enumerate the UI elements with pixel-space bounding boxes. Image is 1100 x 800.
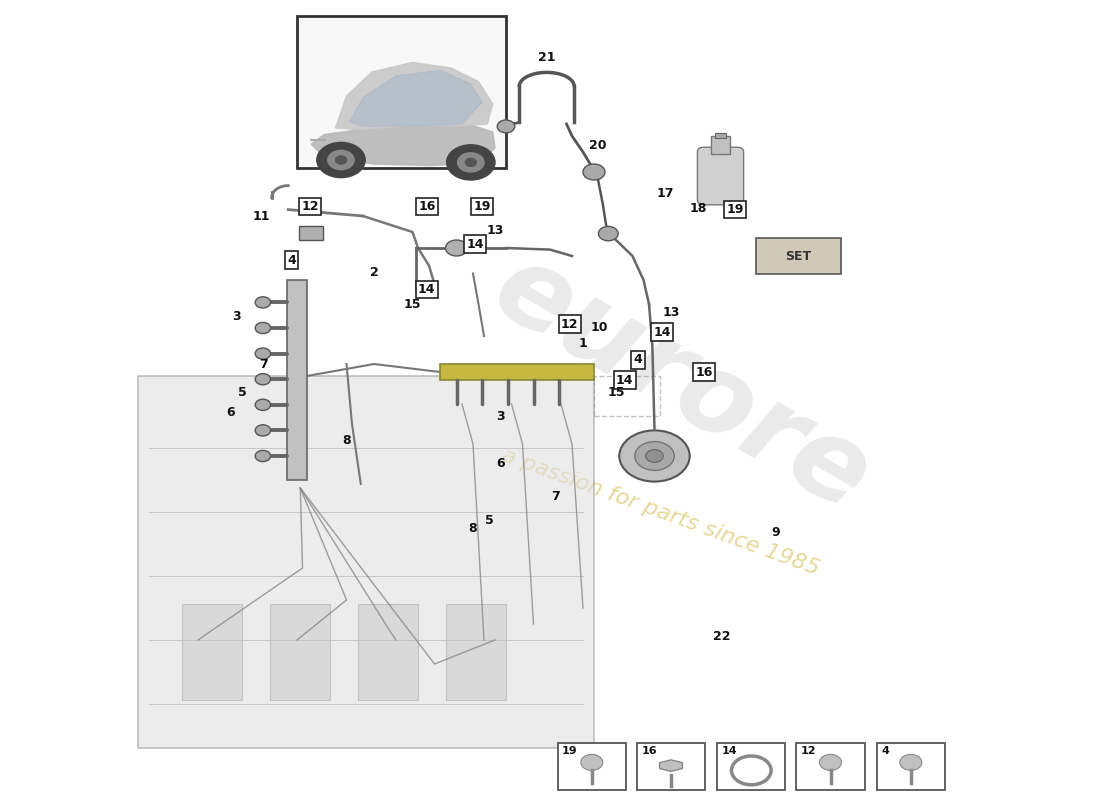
Text: 13: 13 [486,224,504,237]
Text: 11: 11 [253,210,271,222]
Text: 5: 5 [238,386,246,398]
Circle shape [255,322,271,334]
FancyBboxPatch shape [711,136,730,154]
Text: 16: 16 [695,366,713,378]
Text: 8: 8 [342,434,351,446]
Text: 7: 7 [260,358,268,370]
Bar [446,604,506,700]
Circle shape [255,425,271,436]
Text: 4: 4 [287,254,296,266]
Text: 15: 15 [607,386,625,398]
Text: 19: 19 [473,200,491,213]
Bar [299,226,323,240]
Circle shape [497,120,515,133]
Polygon shape [336,62,493,130]
Text: 3: 3 [232,310,241,322]
Text: 14: 14 [616,374,634,386]
Circle shape [255,348,271,359]
Text: 6: 6 [227,406,235,418]
Text: 5: 5 [485,514,494,526]
Text: 8: 8 [469,522,477,534]
Text: 13: 13 [662,306,680,318]
Text: 12: 12 [561,318,579,330]
Polygon shape [311,126,495,166]
Bar [270,604,330,700]
Text: 14: 14 [466,238,484,250]
Circle shape [255,399,271,410]
Bar [182,604,242,700]
Text: 10: 10 [591,322,608,334]
Circle shape [255,374,271,385]
Bar [796,743,865,790]
Circle shape [336,156,346,164]
Text: 3: 3 [496,410,505,422]
Text: 1: 1 [579,338,587,350]
Text: 14: 14 [418,283,436,296]
Circle shape [619,430,690,482]
Text: 17: 17 [657,187,674,200]
Bar [358,604,418,700]
FancyBboxPatch shape [697,147,744,205]
Circle shape [635,442,674,470]
Text: 7: 7 [551,490,560,502]
Circle shape [581,754,603,770]
Text: 16: 16 [641,746,657,757]
Bar [715,133,726,138]
Bar [297,16,506,168]
Text: 2: 2 [370,266,378,278]
Circle shape [598,226,618,241]
Text: 19: 19 [726,203,744,216]
Text: SET: SET [785,250,812,262]
Text: 15: 15 [404,298,421,310]
Circle shape [447,145,495,180]
Circle shape [732,756,771,785]
Text: 12: 12 [301,200,319,213]
Text: 22: 22 [713,630,730,642]
Text: eurore: eurore [475,234,889,534]
Circle shape [255,450,271,462]
Text: 20: 20 [588,139,606,152]
Text: 19: 19 [562,746,578,757]
Text: 21: 21 [538,51,556,64]
FancyBboxPatch shape [756,238,842,274]
Circle shape [465,158,476,166]
Circle shape [328,150,354,170]
Circle shape [458,153,484,172]
Polygon shape [350,70,482,126]
Circle shape [900,754,922,770]
Text: 14: 14 [653,326,671,338]
Bar [138,376,594,748]
Text: 6: 6 [496,458,505,470]
Text: 12: 12 [801,746,816,757]
Bar [637,743,705,790]
Bar [717,743,785,790]
Text: a passion for parts since 1985: a passion for parts since 1985 [498,445,822,579]
Text: 18: 18 [690,202,707,214]
Text: 9: 9 [771,526,780,538]
Circle shape [255,297,271,308]
Bar [287,280,307,480]
Circle shape [646,450,663,462]
Text: 4: 4 [634,354,642,366]
Text: 4: 4 [881,746,889,757]
Bar [440,364,594,380]
Circle shape [820,754,842,770]
Text: 14: 14 [722,746,737,757]
Bar [877,743,945,790]
Polygon shape [660,760,682,771]
Circle shape [317,142,365,178]
Circle shape [583,164,605,180]
Circle shape [446,240,468,256]
Bar [558,743,626,790]
Text: 16: 16 [418,200,436,213]
